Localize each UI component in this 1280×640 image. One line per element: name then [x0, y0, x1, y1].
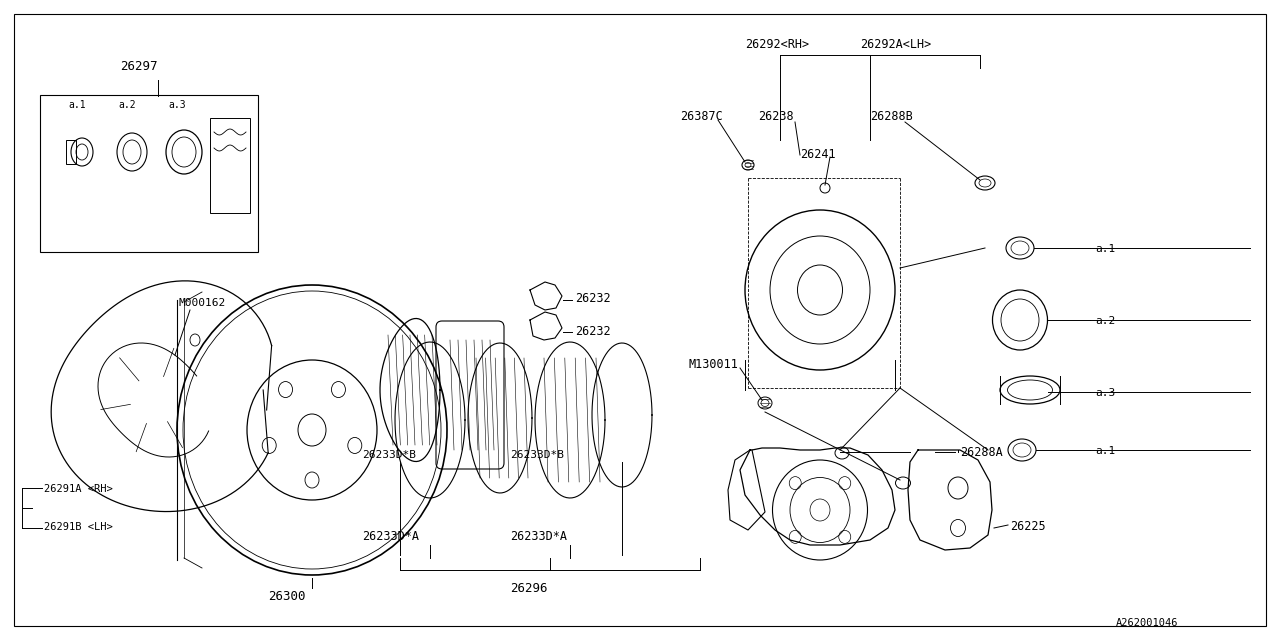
- Text: M130011: M130011: [689, 358, 737, 371]
- Text: 26288A: 26288A: [960, 446, 1002, 459]
- Text: M000162: M000162: [178, 298, 225, 308]
- Text: a.2: a.2: [1094, 316, 1115, 326]
- Text: 26232: 26232: [575, 325, 611, 338]
- Text: 26233D*A: 26233D*A: [362, 530, 419, 543]
- Text: 26296: 26296: [509, 582, 548, 595]
- Text: 26291B <LH>: 26291B <LH>: [44, 522, 113, 532]
- Text: 26232: 26232: [575, 292, 611, 305]
- Text: 26233D*B: 26233D*B: [362, 450, 416, 460]
- Text: 26292<RH>: 26292<RH>: [745, 38, 809, 51]
- Text: 26233D*B: 26233D*B: [509, 450, 564, 460]
- Text: 26300: 26300: [268, 590, 306, 603]
- Text: 26238: 26238: [758, 110, 794, 123]
- Text: a.2: a.2: [118, 100, 136, 110]
- Text: A262001046: A262001046: [1115, 618, 1178, 628]
- Bar: [40, 95, 259, 252]
- Text: 26297: 26297: [120, 60, 157, 73]
- Bar: [210, 118, 250, 213]
- Text: a.1: a.1: [68, 100, 86, 110]
- Text: 26241: 26241: [800, 148, 836, 161]
- Text: a.1: a.1: [1094, 244, 1115, 254]
- Text: 26225: 26225: [1010, 520, 1046, 533]
- Text: 26233D*A: 26233D*A: [509, 530, 567, 543]
- Text: a.1: a.1: [1094, 446, 1115, 456]
- Text: a.3: a.3: [168, 100, 186, 110]
- Text: 26387C: 26387C: [680, 110, 723, 123]
- Text: 26292A<LH>: 26292A<LH>: [860, 38, 932, 51]
- Text: a.3: a.3: [1094, 388, 1115, 398]
- Text: 26291A <RH>: 26291A <RH>: [44, 484, 113, 494]
- Text: 26288B: 26288B: [870, 110, 913, 123]
